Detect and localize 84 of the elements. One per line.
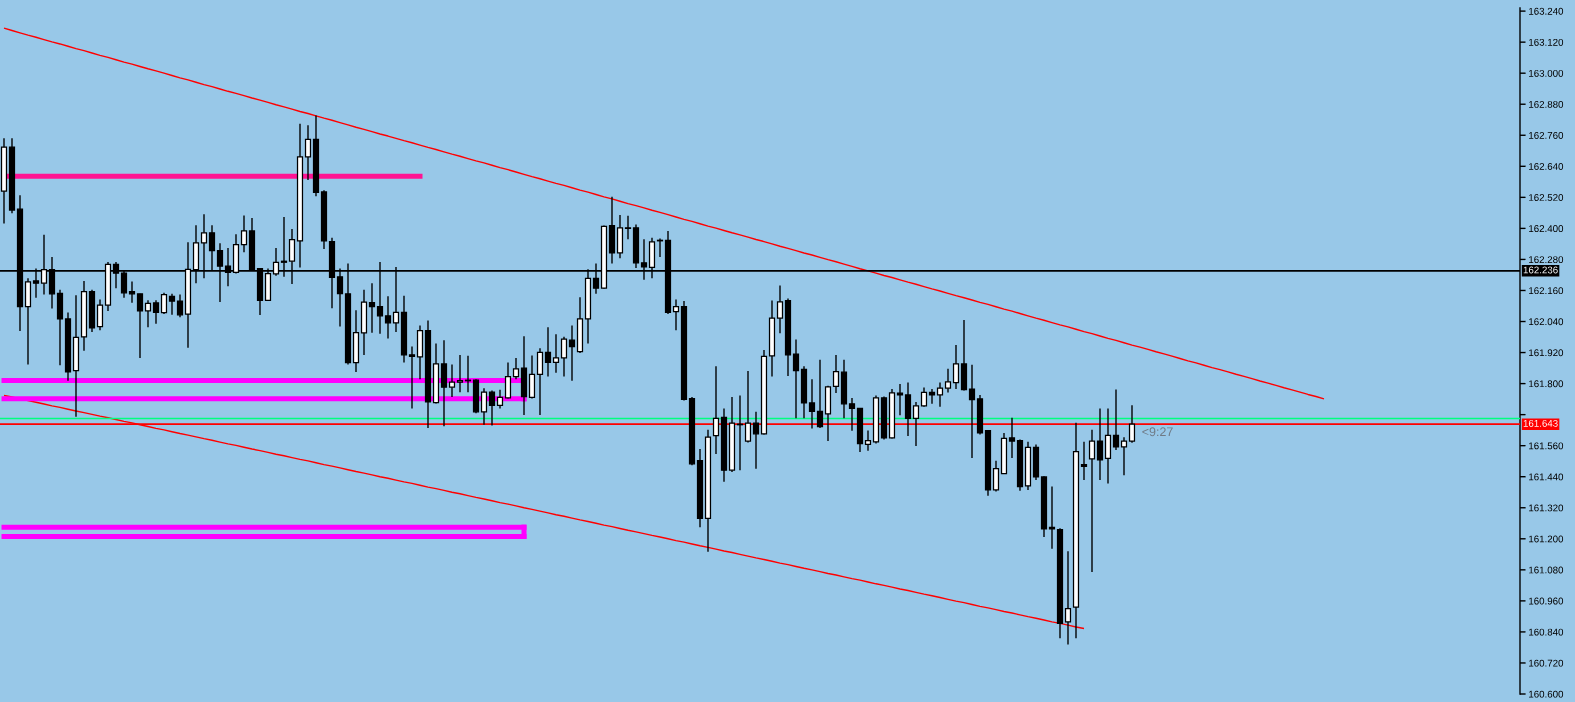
- candlestick: [968, 364, 976, 459]
- candlestick: [240, 214, 248, 253]
- candlestick: [304, 124, 312, 181]
- y-tick-label: 163.000: [1529, 69, 1564, 77]
- candlestick: [440, 339, 448, 427]
- candlestick: [912, 401, 920, 447]
- candlestick: [808, 378, 816, 430]
- candlestick: [848, 397, 856, 432]
- candlestick: [752, 411, 760, 470]
- y-tick-label: 162.880: [1529, 100, 1564, 108]
- candlestick: [816, 359, 824, 429]
- candlestick: [480, 387, 488, 426]
- candlestick: [992, 459, 1000, 493]
- candlestick: [160, 292, 168, 315]
- candlestick: [952, 344, 960, 390]
- y-tick-label: 162.760: [1529, 132, 1564, 139]
- y-tick-label: 160.840: [1529, 628, 1564, 636]
- candlestick: [1048, 485, 1056, 550]
- ref-line-label: 162.236: [1523, 266, 1558, 274]
- candlestick: [552, 333, 560, 374]
- candlestick: [1064, 550, 1072, 646]
- y-tick-label: 162.400: [1529, 225, 1564, 233]
- candlestick: [832, 354, 840, 394]
- y-tick-label: 162.520: [1529, 194, 1564, 201]
- candlestick: [152, 299, 160, 325]
- candlestick: [504, 361, 512, 400]
- candlestick: [1096, 407, 1104, 481]
- candlestick: [568, 324, 576, 382]
- candlestick: [136, 293, 144, 359]
- annotation: <9:27: [1142, 427, 1173, 437]
- candlestick: [1104, 407, 1112, 485]
- candlestick: [448, 363, 456, 398]
- ref-line-label: 161.643: [1523, 419, 1558, 427]
- candlestick: [488, 389, 496, 427]
- y-tick-label: 162.040: [1529, 318, 1564, 326]
- candlestick: [544, 326, 552, 378]
- y-tick-label: 161.440: [1529, 473, 1564, 481]
- candlestick: [560, 336, 568, 378]
- candlestick: [792, 338, 800, 419]
- candlestick: [536, 347, 544, 416]
- y-tick-label: 163.120: [1529, 38, 1564, 46]
- y-tick-label: 161.080: [1529, 566, 1564, 574]
- y-tick-label: 162.640: [1529, 163, 1564, 170]
- line-series: [3, 27, 1325, 400]
- y-tick-label: 162.160: [1529, 287, 1564, 295]
- candlestick: [896, 383, 904, 416]
- y-tick-label: 161.320: [1529, 504, 1564, 512]
- candlestick: [1088, 428, 1096, 573]
- candlestick: [920, 386, 928, 408]
- candlestick: [936, 381, 944, 408]
- candlestick: [168, 293, 176, 316]
- candlestick: [496, 389, 504, 410]
- y-tick-label: 160.960: [1529, 597, 1564, 605]
- candlestick: [528, 354, 536, 400]
- candlestick: [408, 345, 416, 410]
- candlestick: [944, 368, 952, 394]
- y-tick-label: 160.600: [1529, 690, 1564, 698]
- candlestick: [1080, 441, 1088, 481]
- candlestick: [624, 215, 632, 240]
- candlestick: [904, 381, 912, 437]
- y-tick-label: 162.280: [1529, 256, 1564, 264]
- candlestick: [368, 282, 376, 334]
- candlestick: [928, 388, 936, 405]
- candlestick: [776, 284, 784, 334]
- candlestick: [512, 357, 520, 380]
- y-tick-label: 161.560: [1529, 442, 1564, 450]
- candlestick: [1008, 417, 1016, 459]
- candlestick: [744, 370, 752, 444]
- y-tick-label: 161.800: [1529, 380, 1564, 388]
- candlestick: [144, 299, 152, 328]
- candlestick: [1120, 436, 1128, 476]
- candlestick: [384, 295, 392, 340]
- candlestick: [1128, 404, 1136, 444]
- candlestick: [96, 298, 104, 332]
- candlestick: [176, 293, 184, 319]
- candlestick: [1112, 388, 1120, 451]
- candlestick: [672, 298, 680, 332]
- candlestick: [456, 354, 464, 393]
- candlestick: [712, 365, 720, 455]
- y-tick-label: 160.720: [1529, 659, 1564, 667]
- y-tick-label: 161.920: [1529, 349, 1564, 357]
- candlestick: [864, 429, 872, 452]
- y-tick-label: 161.200: [1529, 535, 1564, 543]
- y-tick-label: 163.240: [1529, 7, 1564, 15]
